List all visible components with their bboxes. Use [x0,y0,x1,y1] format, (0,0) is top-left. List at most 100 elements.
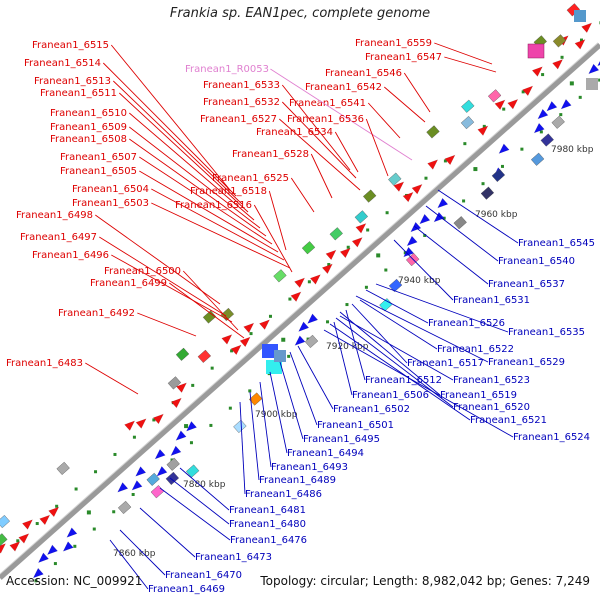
gene-label[interactable]: Franean1_6513 [34,76,111,87]
feature-block [175,347,190,361]
gene-label[interactable]: Franean1_6469 [148,584,225,595]
gene-label[interactable]: Franean1_6527 [200,114,277,125]
gene-label[interactable]: Franean1_6502 [333,404,410,415]
gene-label[interactable]: Franean1_6499 [90,278,167,289]
scale-dot [34,579,38,583]
gene-label[interactable]: Franean1_6519 [440,390,517,401]
tick-mark [281,337,286,342]
gene-label[interactable]: Franean1_6492 [58,308,135,319]
feature-block [146,472,160,486]
label-leader-line [182,270,239,331]
gene-label[interactable]: Franean1_6493 [271,462,348,473]
feature-block [150,485,165,499]
reverse-gene-arrow [294,335,306,346]
gene-label[interactable]: Franean1_6514 [24,58,101,69]
gene-label[interactable]: Franean1_6534 [256,127,333,138]
label-leader-line [323,329,514,438]
gene-label[interactable]: Franean1_6523 [453,375,530,386]
gene-label[interactable]: Franean1_6508 [50,134,127,145]
label-leader-line [281,101,357,179]
gene-label[interactable]: Franean1_6504 [72,184,149,195]
gene-label[interactable]: Franean1_6500 [104,266,181,277]
scale-dot [287,354,291,358]
gene-label[interactable]: Franean1_6532 [203,97,280,108]
gene-label[interactable]: Franean1_6501 [317,420,394,431]
gene-label[interactable]: Franean1_6518 [190,186,267,197]
gene-label[interactable]: Franean1_6511 [40,88,117,99]
gene-label[interactable]: Franean1_6512 [365,375,442,386]
gene-label[interactable]: Franean1_6535 [508,327,585,338]
gene-label[interactable]: Franean1_6496 [32,250,109,261]
gene-label[interactable]: Franean1_6480 [229,519,306,530]
feature-block [574,10,586,22]
gene-label[interactable]: Franean1_6483 [6,358,83,369]
gene-label[interactable]: Franean1_6540 [498,256,575,267]
gene-label[interactable]: Franean1_6529 [488,357,565,368]
gene-label[interactable]: Franean1_6545 [518,238,595,249]
gene-label[interactable]: Franean1_6509 [50,122,127,133]
gene-label[interactable]: Franean1_6531 [453,295,530,306]
gene-label[interactable]: Franean1_6515 [32,40,109,51]
feature-block [379,298,393,312]
gene-label[interactable]: Franean1_6507 [60,152,137,163]
feature-block [527,43,545,59]
scale-dot [539,130,543,134]
feature-block [460,115,475,130]
gene-label[interactable]: Franean1_6476 [230,535,307,546]
gene-label[interactable]: Franean1_6547 [365,52,442,63]
gene-label[interactable]: Franean1_6498 [16,210,93,221]
scale-dot [463,142,467,146]
tick-mark [86,510,91,515]
scale-dot [288,297,292,301]
reverse-gene-arrow [37,552,50,564]
gene-label[interactable]: Franean1_6495 [303,434,380,445]
gene-label[interactable]: Franean1_6481 [229,505,306,516]
label-leader-line [413,225,489,285]
gene-label[interactable]: Franean1_R0053 [185,64,269,75]
gene-label[interactable]: Franean1_6486 [245,489,322,500]
gene-label[interactable]: Franean1_6522 [437,344,514,355]
forward-gene-arrow [552,59,564,70]
gene-label[interactable]: Franean1_6559 [355,38,432,49]
gene-label[interactable]: Franean1_6526 [428,318,505,329]
reverse-gene-arrow [406,235,418,247]
reverse-gene-arrow [175,430,187,441]
label-leader-line [129,126,261,229]
label-leader-line [268,190,287,251]
gene-label[interactable]: Franean1_6503 [72,198,149,209]
gene-label[interactable]: Franean1_6517 [407,358,484,369]
gene-label[interactable]: Franean1_6505 [60,166,137,177]
gene-label[interactable]: Franean1_6546 [325,68,402,79]
gene-label[interactable]: Franean1_6473 [195,552,272,563]
scale-dot [55,504,59,508]
scale-dot [424,176,428,180]
gene-label[interactable]: Franean1_6528 [232,149,309,160]
gene-label[interactable]: Franean1_6489 [259,475,336,486]
gene-label[interactable]: Franean1_6494 [287,448,364,459]
gene-label[interactable]: Franean1_6510 [50,108,127,119]
gene-label[interactable]: Franean1_6524 [513,432,590,443]
gene-label[interactable]: Franean1_6520 [453,402,530,413]
label-leader-line [102,62,237,197]
label-leader-line [375,283,509,333]
label-leader-line [270,68,413,161]
gene-label[interactable]: Franean1_6536 [287,114,364,125]
gene-label[interactable]: Franean1_6541 [289,98,366,109]
reverse-gene-arrow [170,445,182,457]
gene-label[interactable]: Franean1_6470 [165,570,242,581]
accession-text: Accession: NC_009921 [6,574,143,588]
gene-label[interactable]: Franean1_6525 [212,173,289,184]
forward-gene-arrow [124,420,136,431]
gene-label[interactable]: Franean1_6521 [470,415,547,426]
gene-label[interactable]: Franean1_6542 [305,82,382,93]
scale-dot [53,562,57,566]
label-leader-line [339,315,454,381]
feature-block [56,461,70,475]
gene-label[interactable]: Franean1_6497 [20,232,97,243]
gene-label[interactable]: Franean1_6516 [175,200,252,211]
gene-label[interactable]: Franean1_6537 [488,279,565,290]
gene-label[interactable]: Franean1_6506 [352,390,429,401]
gene-label[interactable]: Franean1_6533 [203,80,280,91]
reverse-gene-arrow [546,100,558,112]
feature-block [117,500,132,515]
